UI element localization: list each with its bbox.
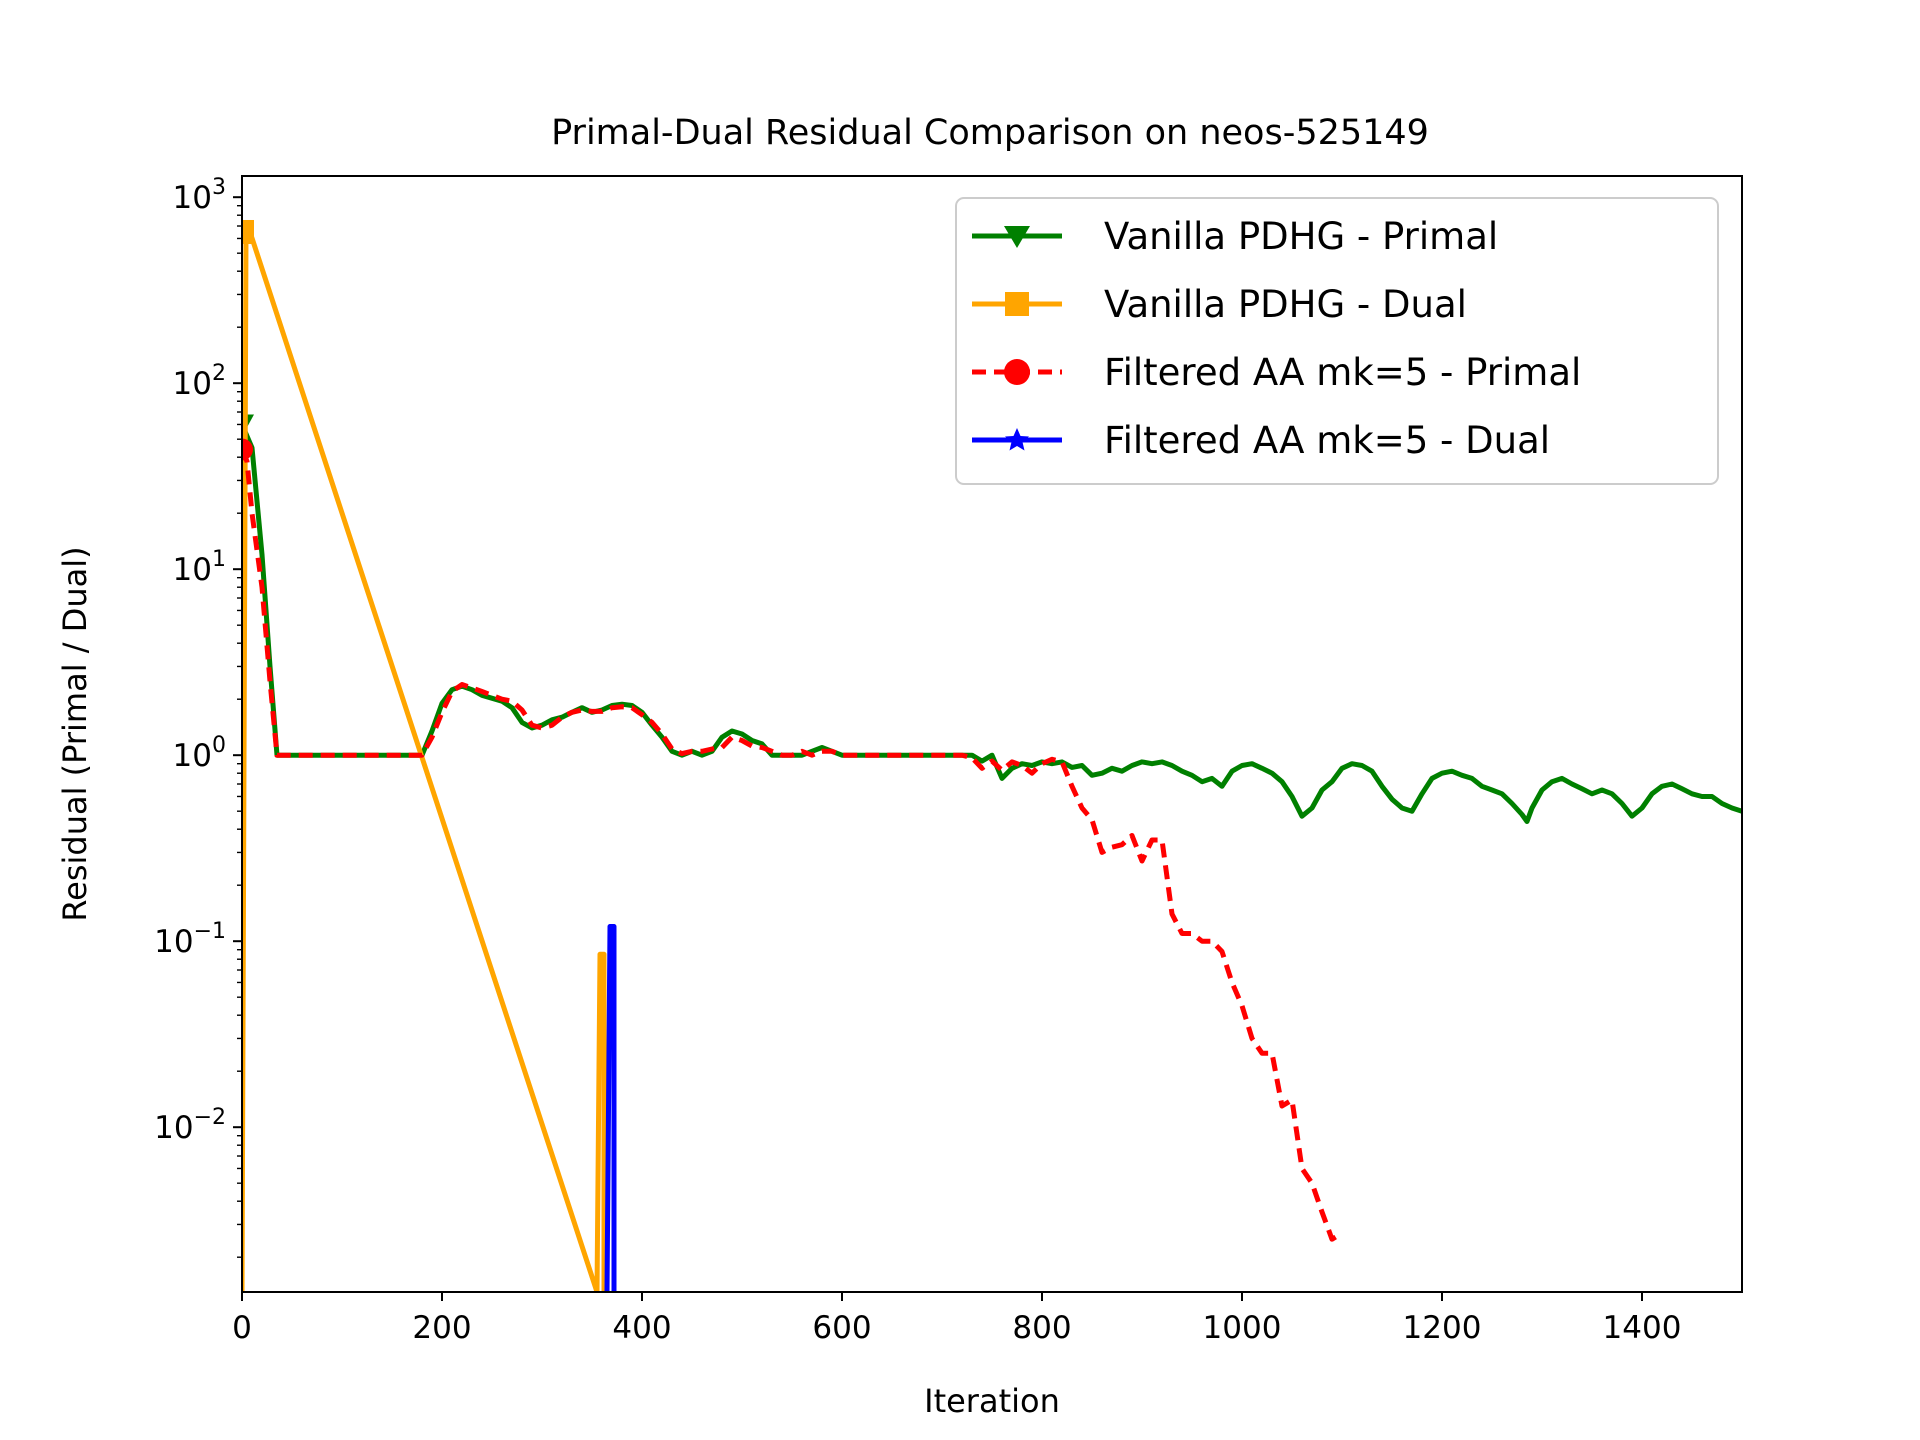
x-tick-label: 1000 <box>1203 1310 1282 1346</box>
x-tick-label: 1200 <box>1403 1310 1482 1346</box>
chart-title: Primal-Dual Residual Comparison on neos-… <box>551 113 1429 153</box>
triangle-down-icon <box>1004 226 1030 248</box>
legend-entry-vanilla-dual: Vanilla PDHG - Dual <box>972 283 1467 326</box>
y-tick-label: 103 <box>173 175 226 216</box>
legend-entry-filtered-dual: Filtered AA mk=5 - Dual <box>972 419 1550 462</box>
series-line-filtered-aa-mk-5-dual <box>604 924 617 1292</box>
legend: Vanilla PDHG - Primal Vanilla PDHG - Dua… <box>955 197 1719 485</box>
x-axis-label: Iteration <box>924 1382 1060 1420</box>
x-tick-label: 400 <box>612 1310 671 1346</box>
y-tick-label: 10−2 <box>154 1105 226 1146</box>
star-icon <box>1005 428 1029 451</box>
x-tick-label: 200 <box>412 1310 471 1346</box>
y-tick-label: 10−1 <box>154 919 226 960</box>
legend-entry-vanilla-primal: Vanilla PDHG - Primal <box>972 215 1498 258</box>
x-tick-label: 600 <box>812 1310 871 1346</box>
legend-label-vanilla-primal: Vanilla PDHG - Primal <box>1104 215 1498 258</box>
x-tick-label: 0 <box>232 1310 252 1346</box>
y-axis-ticks: 103 102 101 100 10−1 10−2 <box>154 175 242 1258</box>
series-layer <box>242 219 1742 1292</box>
plot-frame <box>241 175 1743 1293</box>
legend-label-vanilla-dual: Vanilla PDHG - Dual <box>1104 283 1467 326</box>
y-tick-label: 102 <box>173 361 226 402</box>
series-line-vanilla-pdhg-primal <box>242 423 1742 824</box>
x-tick-label: 800 <box>1012 1310 1071 1346</box>
x-tick-label: 1400 <box>1603 1310 1682 1346</box>
series-marker-filtered-aa-mk-5-primal <box>242 438 253 461</box>
y-tick-label: 101 <box>173 547 226 588</box>
series-line-filtered-aa-mk-5-primal <box>242 448 1344 1242</box>
legend-label-filtered-dual: Filtered AA mk=5 - Dual <box>1104 419 1550 462</box>
x-axis-ticks: 0 200 400 600 800 1000 1200 1400 <box>232 1292 1681 1346</box>
square-icon <box>1005 292 1029 316</box>
y-axis-label: Residual (Primal / Dual) <box>56 546 94 921</box>
legend-box <box>955 197 1719 485</box>
y-tick-label: 100 <box>173 733 226 774</box>
legend-label-filtered-primal: Filtered AA mk=5 - Primal <box>1104 351 1581 394</box>
series-marker-vanilla-pdhg-dual <box>242 219 254 244</box>
legend-entry-filtered-primal: Filtered AA mk=5 - Primal <box>972 351 1581 394</box>
circle-icon <box>1004 359 1030 385</box>
